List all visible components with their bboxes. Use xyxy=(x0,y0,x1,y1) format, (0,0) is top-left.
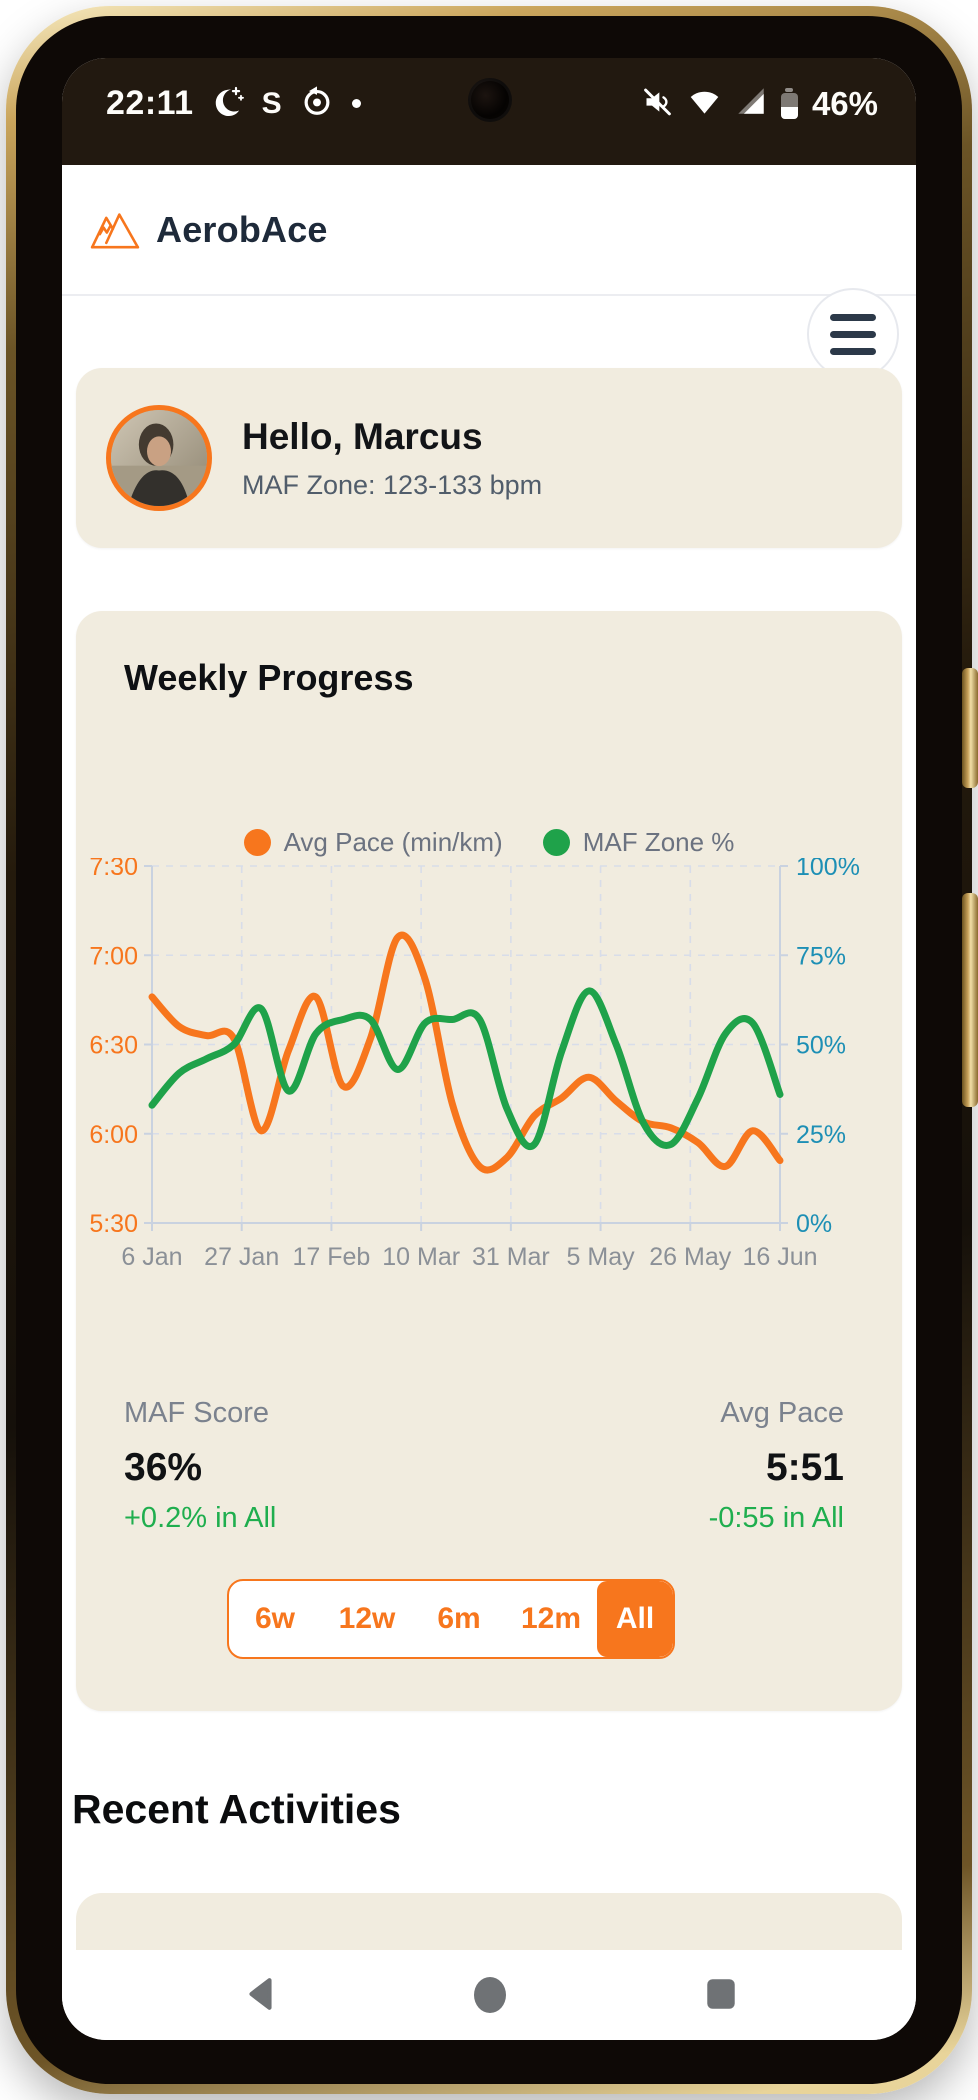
weekly-progress-card: Weekly Progress Avg Pace (min/km) MAF Zo… xyxy=(76,611,902,1711)
app-header: AerobAce xyxy=(62,165,916,380)
svg-text:6:00: 6:00 xyxy=(89,1121,138,1149)
svg-text:17 Feb: 17 Feb xyxy=(293,1243,371,1271)
svg-text:0%: 0% xyxy=(796,1210,832,1238)
clock: 22:11 xyxy=(106,84,194,122)
stat-value: 36% xyxy=(124,1446,203,1489)
avatar[interactable] xyxy=(106,405,212,511)
stat-delta: -0:55 in All xyxy=(708,1502,844,1534)
hamburger-menu-button[interactable] xyxy=(807,288,899,380)
svg-text:25%: 25% xyxy=(796,1121,846,1149)
greeting-title: Hello, Marcus xyxy=(242,415,483,457)
bedtime-icon xyxy=(212,85,244,122)
app-title: AerobAce xyxy=(156,208,328,250)
battery-percent: 46% xyxy=(811,84,878,122)
range-button-12m[interactable]: 12m xyxy=(505,1581,597,1657)
recents-button-icon[interactable] xyxy=(702,1974,740,2019)
hamburger-bar xyxy=(830,330,876,338)
mountain-logo-icon xyxy=(90,207,140,253)
legend-item-pace: Avg Pace (min/km) xyxy=(243,827,503,858)
status-bar: 22:11 S xyxy=(62,58,916,165)
maf-legend-dot xyxy=(542,829,570,856)
svg-text:26 May: 26 May xyxy=(649,1243,731,1271)
legend-item-maf: MAF Zone % xyxy=(542,827,735,858)
android-nav-bar xyxy=(62,1950,916,2040)
greeting-card: Hello, Marcus MAF Zone: 123-133 bpm xyxy=(76,368,902,548)
pace-legend-label: Avg Pace (min/km) xyxy=(283,827,503,857)
status-bar-left: 22:11 S xyxy=(106,84,361,123)
stat-label: MAF Score xyxy=(124,1397,270,1429)
s-app-icon: S xyxy=(261,86,282,120)
svg-text:7:30: 7:30 xyxy=(89,858,138,881)
range-button-6w[interactable]: 6w xyxy=(229,1581,321,1657)
greeting-text: Hello, Marcus MAF Zone: 123-133 bpm xyxy=(242,416,542,501)
power-button[interactable] xyxy=(962,668,978,788)
recent-activity-card-partial[interactable] xyxy=(76,1893,902,1950)
range-button-all[interactable]: All xyxy=(597,1581,673,1657)
front-camera xyxy=(468,78,512,122)
svg-text:100%: 100% xyxy=(796,858,860,881)
card-title: Weekly Progress xyxy=(124,657,414,698)
svg-text:16 Jun: 16 Jun xyxy=(742,1243,817,1271)
stat-label: Avg Pace xyxy=(720,1397,844,1429)
svg-text:27 Jan: 27 Jan xyxy=(204,1243,279,1271)
pace-legend-dot xyxy=(243,829,271,856)
notification-dot xyxy=(351,99,361,108)
battery-icon xyxy=(780,88,798,119)
recent-activities-heading: Recent Activities xyxy=(72,1786,401,1832)
svg-text:75%: 75% xyxy=(796,942,846,970)
home-button-icon[interactable] xyxy=(470,1974,510,2021)
cell-signal-icon xyxy=(735,85,767,122)
svg-text:50%: 50% xyxy=(796,1032,846,1060)
status-bar-right: 46% xyxy=(641,85,878,123)
chart-legend: Avg Pace (min/km) MAF Zone % xyxy=(76,827,902,858)
progress-line-chart[interactable]: 7:30 100% 7:00 75% 6:30 50% 6:00 25% 5:30 0% 6 Jan… xyxy=(80,853,870,1278)
wifi-icon xyxy=(688,85,721,123)
svg-text:6:30: 6:30 xyxy=(89,1032,138,1060)
maf-score-stat: MAF Score 36% +0.2% in All xyxy=(124,1397,276,1535)
hamburger-bar xyxy=(830,347,876,355)
screen-record-icon xyxy=(300,84,334,123)
back-button-icon[interactable] xyxy=(242,1974,280,2019)
svg-text:6 Jan: 6 Jan xyxy=(121,1243,182,1271)
hamburger-bar xyxy=(830,313,876,321)
maf-zone-subtitle: MAF Zone: 123-133 bpm xyxy=(242,469,543,500)
range-selector: 6w 12w 6m 12m All xyxy=(227,1579,675,1659)
stat-delta: +0.2% in All xyxy=(124,1502,277,1534)
volume-muted-icon xyxy=(641,85,674,123)
svg-text:5:30: 5:30 xyxy=(89,1210,138,1238)
range-button-12w[interactable]: 12w xyxy=(321,1581,413,1657)
volume-rocker[interactable] xyxy=(962,893,978,1107)
range-button-6m[interactable]: 6m xyxy=(413,1581,505,1657)
phone-screen: 22:11 S xyxy=(62,58,916,2040)
svg-text:10 Mar: 10 Mar xyxy=(382,1243,460,1271)
svg-text:5 May: 5 May xyxy=(567,1243,636,1271)
stats-row: MAF Score 36% +0.2% in All Avg Pace 5:51… xyxy=(124,1397,844,1535)
svg-text:31 Mar: 31 Mar xyxy=(472,1243,550,1271)
stat-value: 5:51 xyxy=(765,1446,844,1489)
maf-legend-label: MAF Zone % xyxy=(582,827,735,857)
avg-pace-stat: Avg Pace 5:51 -0:55 in All xyxy=(709,1397,844,1535)
svg-text:7:00: 7:00 xyxy=(89,942,138,970)
